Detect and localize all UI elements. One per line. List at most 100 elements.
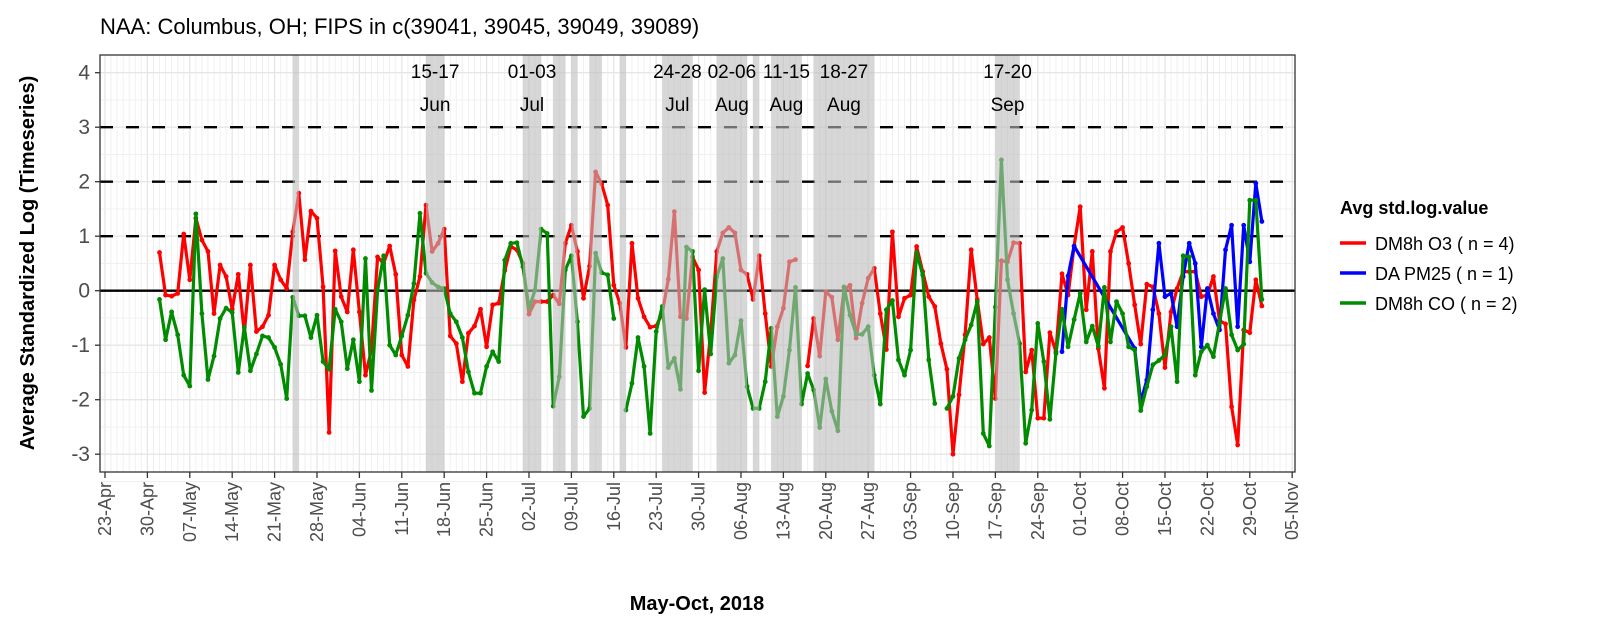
data-point xyxy=(393,271,399,277)
panel-border xyxy=(99,54,1296,473)
data-point xyxy=(1168,309,1174,315)
data-point xyxy=(1059,271,1065,277)
data-point xyxy=(235,370,241,375)
data-point xyxy=(308,335,314,340)
data-point xyxy=(908,347,913,353)
data-point xyxy=(956,392,962,398)
data-point xyxy=(1065,273,1071,279)
data-point xyxy=(1023,440,1029,446)
legend-label: DM8h CO ( n = 2) xyxy=(1375,294,1518,314)
x-tick-label: 23-Apr xyxy=(95,482,115,536)
y-tick-label: 3 xyxy=(78,116,90,139)
data-point xyxy=(926,357,932,363)
data-point xyxy=(1192,261,1198,266)
data-point xyxy=(1065,344,1071,350)
x-tick-label: 14-May xyxy=(222,482,242,542)
data-point xyxy=(647,324,653,330)
data-point xyxy=(387,243,393,249)
data-point xyxy=(260,333,265,339)
data-point xyxy=(1102,385,1107,391)
data-point xyxy=(805,363,811,369)
data-point xyxy=(284,396,290,402)
axes: 4 3 2 1 0 -1 -2 -323-Apr 30-Apr 07-May 14-May 21-Ma… xyxy=(71,54,1302,542)
data-point xyxy=(1241,222,1247,228)
data-point xyxy=(932,304,938,309)
data-point xyxy=(696,368,701,374)
data-point xyxy=(641,364,647,369)
highlight-band xyxy=(753,55,760,472)
data-point xyxy=(1071,243,1077,249)
highlight-band xyxy=(662,55,693,472)
data-point xyxy=(157,297,162,302)
highlight-band xyxy=(813,55,875,472)
data-point xyxy=(1156,240,1162,246)
data-point xyxy=(890,229,895,235)
data-point xyxy=(956,355,962,361)
data-point xyxy=(1150,362,1156,368)
data-point xyxy=(1053,350,1059,356)
data-point xyxy=(472,323,477,329)
data-point xyxy=(308,208,314,214)
legend-label: DM8h O3 ( n = 4) xyxy=(1375,234,1515,254)
data-point xyxy=(411,281,417,287)
data-point xyxy=(1198,294,1204,300)
data-point xyxy=(980,341,986,347)
data-point xyxy=(1192,372,1198,378)
x-tick-label: 09-Jul xyxy=(561,482,581,531)
data-point xyxy=(1059,349,1065,355)
x-tick-label: 13-Aug xyxy=(773,482,793,540)
highlight-band xyxy=(619,55,626,472)
data-point xyxy=(1235,347,1241,353)
data-point xyxy=(932,401,938,406)
band-labels: 15-17 Jun 01-03 Jul 24-28 Jul 02-06 Aug 11-15 Aug… xyxy=(411,62,1032,116)
data-point xyxy=(938,341,944,346)
data-point xyxy=(762,311,768,316)
highlight-band xyxy=(995,55,1020,472)
data-point xyxy=(1126,261,1132,266)
data-point xyxy=(187,277,193,283)
band-label-dates: 18-27 xyxy=(820,62,869,83)
data-point xyxy=(175,332,181,338)
highlight-band xyxy=(771,55,802,472)
data-point xyxy=(1204,342,1210,348)
data-point xyxy=(902,295,907,301)
y-tick-label: -2 xyxy=(71,389,90,412)
data-point xyxy=(1150,307,1156,313)
band-label-month: Sep xyxy=(991,95,1025,116)
data-point xyxy=(1223,321,1228,327)
data-point xyxy=(332,248,338,254)
highlight-band xyxy=(292,55,299,472)
data-point xyxy=(944,366,950,372)
x-tick-label: 24-Sep xyxy=(1028,482,1048,540)
data-point xyxy=(877,401,883,407)
y-tick-label: -1 xyxy=(71,334,90,357)
band-label-dates: 17-20 xyxy=(983,62,1032,83)
highlight-band xyxy=(571,55,578,472)
band-label-month: Jul xyxy=(520,95,544,116)
data-point xyxy=(399,352,405,358)
data-point xyxy=(1253,197,1259,203)
data-point xyxy=(702,390,708,396)
data-point xyxy=(223,305,229,311)
x-tick-label: 08-Oct xyxy=(1113,482,1133,536)
data-point xyxy=(1029,407,1035,413)
data-point xyxy=(1089,323,1095,329)
data-point xyxy=(241,324,247,330)
data-point xyxy=(653,329,659,334)
data-point xyxy=(350,247,356,253)
data-point xyxy=(478,390,483,396)
data-point xyxy=(472,390,477,396)
data-point xyxy=(417,274,423,279)
data-point xyxy=(986,443,992,449)
data-point xyxy=(1223,247,1228,253)
band-label-month: Aug xyxy=(770,95,804,116)
data-point xyxy=(1035,321,1041,326)
data-point xyxy=(411,297,417,303)
data-point xyxy=(350,337,356,343)
data-point xyxy=(1041,359,1047,364)
data-point xyxy=(260,324,265,330)
data-point xyxy=(890,298,895,303)
data-point xyxy=(284,286,290,291)
x-tick-label: 16-Jul xyxy=(604,482,624,531)
